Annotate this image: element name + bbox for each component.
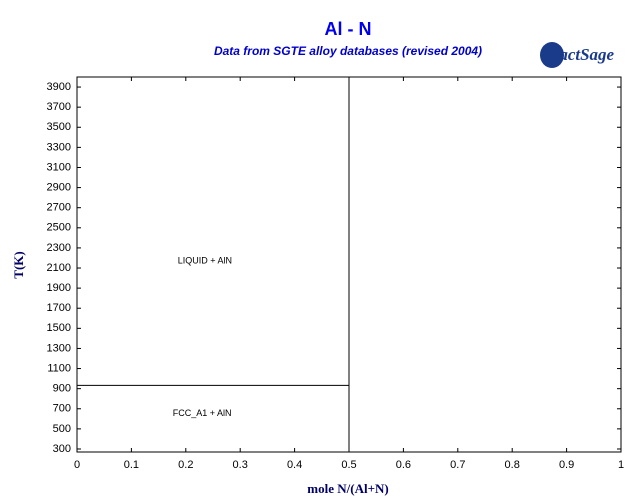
y-tick-label: 1100 xyxy=(47,362,71,374)
x-tick-label: 0.8 xyxy=(505,459,520,471)
y-tick-label: 2700 xyxy=(47,202,71,214)
y-tick-label: 3300 xyxy=(47,141,71,153)
y-tick-label: 1300 xyxy=(47,342,71,354)
y-tick-label: 1500 xyxy=(47,322,71,334)
x-tick-label: 0.3 xyxy=(233,459,248,471)
y-tick-label: 1900 xyxy=(47,282,71,294)
x-tick-label: 0.6 xyxy=(396,459,411,471)
y-tick-label: 900 xyxy=(53,383,71,395)
y-tick-label: 700 xyxy=(53,403,71,415)
logo-mark xyxy=(540,42,564,68)
x-tick-label: 0.1 xyxy=(124,459,139,471)
x-tick-label: 0.4 xyxy=(287,459,302,471)
x-tick-label: 0.5 xyxy=(341,459,356,471)
chart-title: Al - N xyxy=(325,19,372,39)
y-tick-label: 3900 xyxy=(47,81,71,93)
y-tick-label: 2500 xyxy=(47,222,71,234)
y-tick-label: 3100 xyxy=(47,161,71,173)
x-tick-label: 0.9 xyxy=(559,459,574,471)
y-tick-label: 300 xyxy=(53,443,71,455)
y-tick-label: 2900 xyxy=(47,181,71,193)
y-tick-label: 2300 xyxy=(47,242,71,254)
y-tick-label: 2100 xyxy=(47,262,71,274)
chart-subtitle: Data from SGTE alloy databases (revised … xyxy=(214,44,482,58)
x-tick-label: 0.7 xyxy=(450,459,465,471)
y-axis-label: T(K) xyxy=(11,251,26,278)
x-tick-label: 0.2 xyxy=(178,459,193,471)
logo: FactSage xyxy=(540,42,615,68)
phase-label: LIQUID + AlN xyxy=(178,255,232,265)
y-tick-label: 3500 xyxy=(47,121,71,133)
x-tick-label: 1 xyxy=(618,459,624,471)
y-tick-label: 1700 xyxy=(47,302,71,314)
x-tick-label: 0 xyxy=(74,459,80,471)
x-axis-label: mole N/(Al+N) xyxy=(307,481,388,496)
y-tick-label: 3700 xyxy=(47,101,71,113)
phase-label: FCC_A1 + AlN xyxy=(173,408,232,418)
y-tick-label: 500 xyxy=(53,423,71,435)
logo-text: FactSage xyxy=(547,45,615,64)
